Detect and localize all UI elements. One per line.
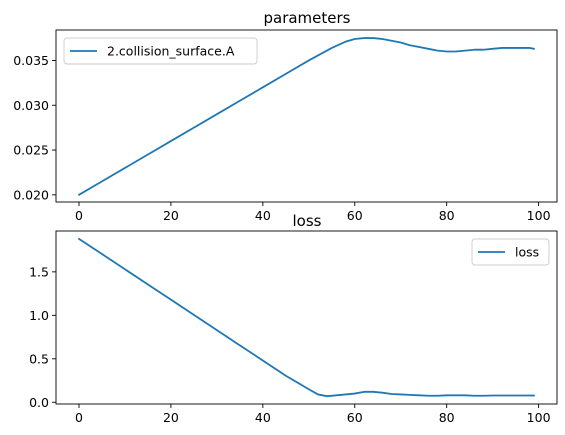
x-tick-label: 80 [439,410,455,425]
loss-title: loss [293,212,322,230]
legend-box [471,238,550,266]
series-line-loss [78,237,535,398]
y-tick-label: 1.0 [29,308,49,323]
legend-label: 2.collision_surface.A [107,44,235,59]
parameters-panel: 0 20 40 60 80 100 0.020 0.025 0.030 0.035 2.collis… [13,9,558,223]
loss-panel: 0 20 40 60 80 100 0.0 0.5 1.0 1.5 loss loss [29,212,558,425]
legend: loss [471,238,550,266]
y-tick-label: 0.035 [13,53,49,68]
x-tick-label: 0 [75,410,83,425]
legend: 2.collision_surface.A [63,37,258,65]
y-tick-label: 1.5 [29,264,49,279]
x-tick-label: 20 [163,208,179,223]
x-tick-label: 40 [255,410,271,425]
x-tick-label: 60 [347,410,363,425]
y-tick-label: 0.5 [29,351,49,366]
x-tick-label: 60 [347,208,363,223]
axes-frame [55,230,558,405]
y-tick-label: 0.025 [13,143,49,158]
y-tick-label: 0.020 [13,187,49,202]
x-tick-label: 80 [439,208,455,223]
x-tick-label: 100 [527,208,551,223]
parameters-title: parameters [263,9,350,27]
x-tick-label: 20 [163,410,179,425]
y-tick-label: 0.030 [13,98,49,113]
x-tick-label: 100 [527,410,551,425]
axes-frame [55,29,558,203]
legend-label: loss [515,245,539,260]
series-line-2-collision-surface-a [78,37,535,196]
y-tick-label: 0.0 [29,395,49,410]
x-tick-label: 0 [75,208,83,223]
legend-box [63,37,258,65]
x-tick-label: 40 [255,208,271,223]
